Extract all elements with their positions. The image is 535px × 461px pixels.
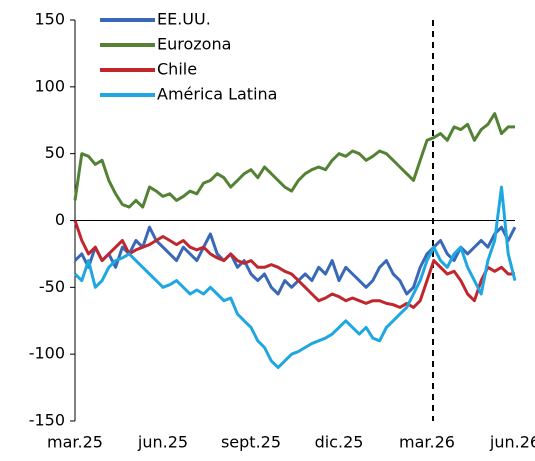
y-tick-label: 150 bbox=[34, 10, 65, 29]
y-tick-label: -100 bbox=[29, 344, 65, 363]
legend-label: Chile bbox=[157, 60, 197, 79]
legend-label: América Latina bbox=[157, 85, 277, 104]
x-tick-label: mar.26 bbox=[399, 433, 455, 452]
x-tick-label: dic.25 bbox=[315, 433, 364, 452]
x-tick-label: mar.25 bbox=[47, 433, 103, 452]
series-line bbox=[73, 112, 515, 209]
x-tick-label: sept.25 bbox=[221, 433, 281, 452]
series-line bbox=[73, 220, 515, 309]
y-tick-label: -150 bbox=[29, 411, 65, 430]
series-line bbox=[73, 225, 517, 296]
series-line bbox=[73, 185, 517, 369]
y-tick-label: 100 bbox=[34, 76, 65, 95]
legend-label: EE.UU. bbox=[157, 10, 211, 29]
y-tick-label: 0 bbox=[55, 210, 65, 229]
x-tick-label: jun.25 bbox=[137, 433, 188, 452]
legend-label: Eurozona bbox=[157, 35, 231, 54]
x-tick-label: jun.26 bbox=[489, 433, 535, 452]
y-tick-label: 50 bbox=[45, 143, 65, 162]
y-tick-label: -50 bbox=[39, 277, 65, 296]
